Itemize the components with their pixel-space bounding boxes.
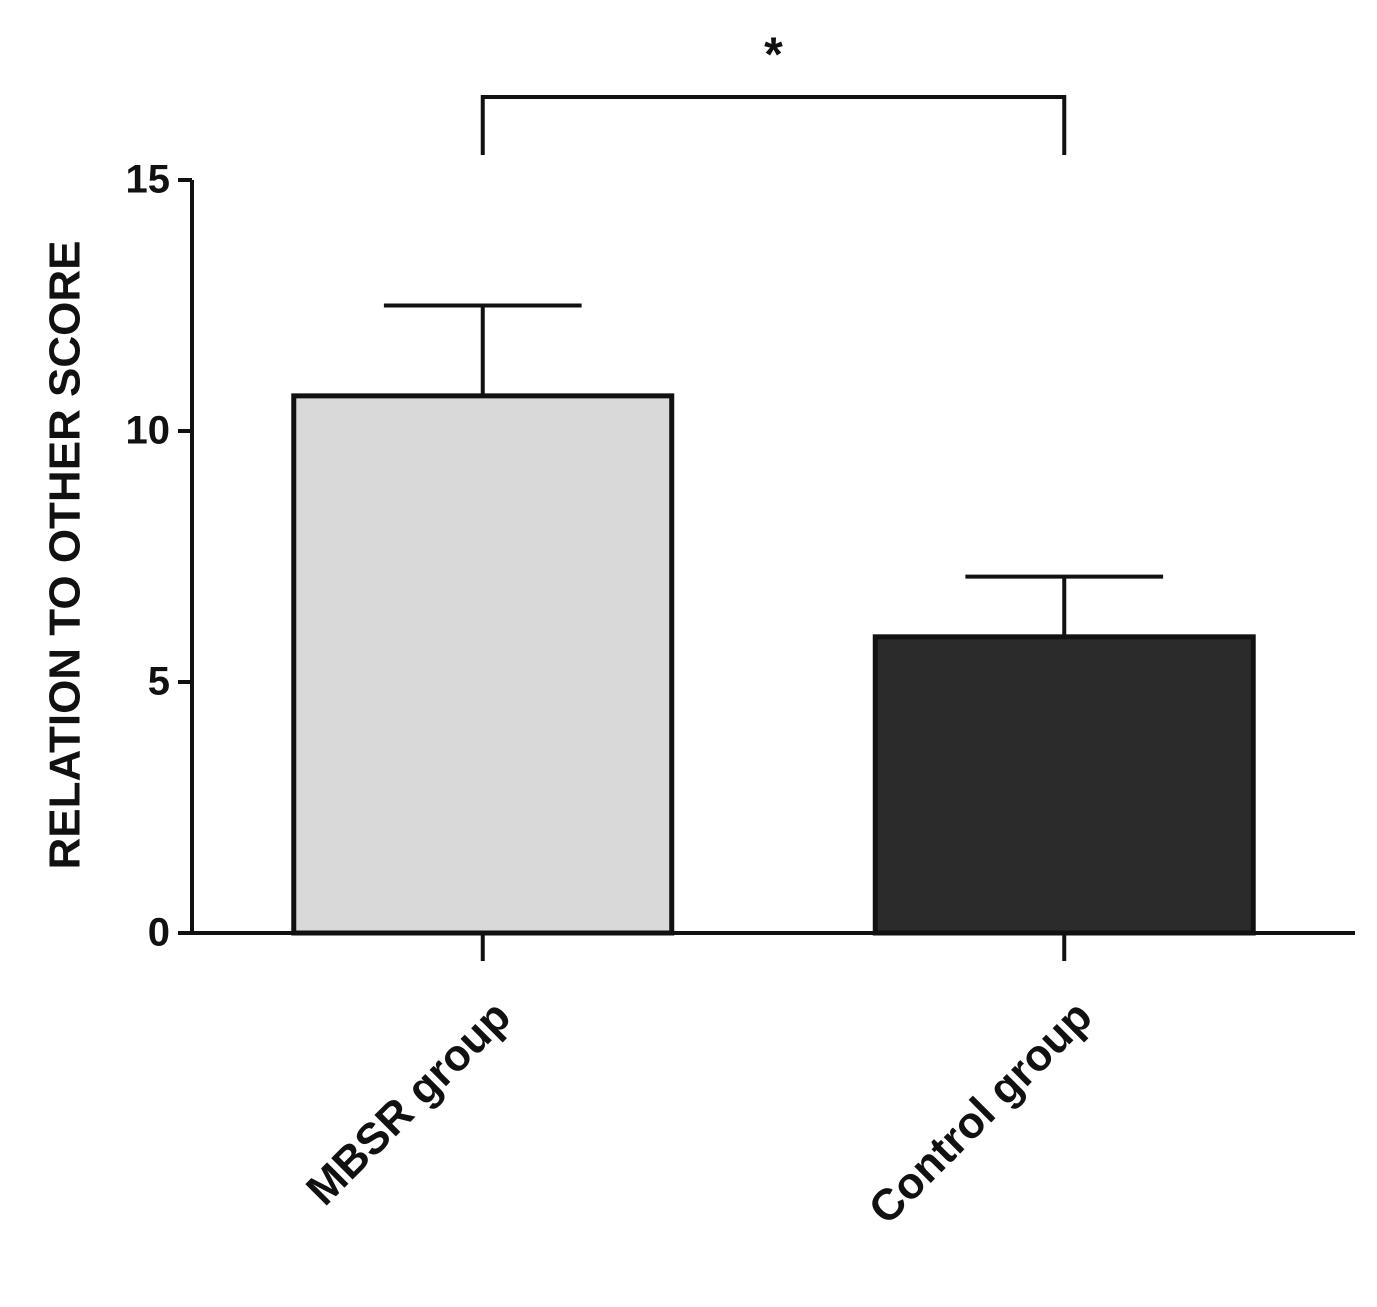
y-tick-label: 0	[148, 911, 170, 955]
y-tick-label: 5	[148, 660, 170, 704]
bar	[872, 634, 1256, 936]
y-axis-label: RELATION TO OTHER SCORE	[41, 240, 90, 869]
significance-annotation: *	[764, 29, 783, 82]
y-tick-label: 10	[126, 409, 171, 453]
bar	[291, 393, 675, 936]
significance-bracket	[480, 95, 1067, 155]
x-tick-label: MBSR group	[297, 992, 520, 1215]
error-bar	[965, 574, 1164, 637]
y-tick-label: 15	[126, 158, 171, 202]
x-tick-label: Control group	[860, 992, 1102, 1234]
error-bar	[383, 303, 582, 396]
